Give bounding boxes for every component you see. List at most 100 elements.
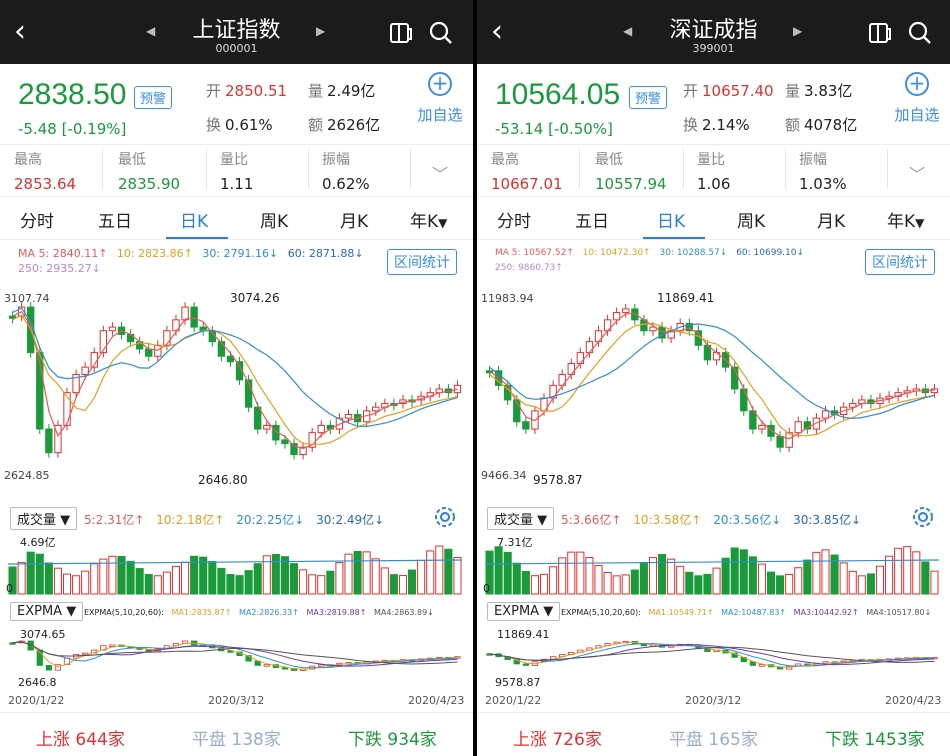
kline-top-label: 11983.94 (481, 292, 534, 305)
turnover-value: 换 0.61% (206, 116, 273, 134)
candle (344, 413, 353, 419)
stock-code: 399001 (692, 42, 735, 55)
volume-bar (344, 553, 353, 595)
volume-bar (371, 558, 380, 595)
kline-chart[interactable]: 3107.74 2624.85 3074.26 2646.80 (0, 284, 473, 494)
candle (181, 306, 189, 321)
candle (254, 406, 262, 430)
candle (172, 319, 180, 332)
candle (217, 341, 226, 357)
candle (612, 312, 621, 321)
gear-icon[interactable] (433, 505, 457, 529)
tab-yearly-k[interactable]: 年K▼ (410, 212, 448, 232)
tab-weekly-k[interactable]: 周K (737, 212, 766, 232)
ma-line (12, 314, 458, 445)
alert-button[interactable]: 预警 (629, 86, 668, 109)
volume-value: 量 2.49亿 (308, 82, 376, 100)
tab-daily-k[interactable]: 日K (180, 212, 209, 232)
period-tabs: 分时 五日 日K 周K 月K 年K▼ (0, 196, 473, 240)
active-tab-indicator (166, 237, 228, 239)
range-stats-button[interactable]: 区间统计 (387, 249, 457, 275)
range-stats-button[interactable]: 区间统计 (865, 249, 935, 275)
volume-bar (794, 567, 803, 595)
volume-bar (235, 575, 244, 595)
add-watchlist-button[interactable]: + 加自选 (894, 71, 940, 124)
volume-bar (839, 562, 848, 595)
volume-bar (280, 556, 289, 595)
tab-five-day[interactable]: 五日 (575, 212, 609, 232)
alert-button[interactable]: 预警 (134, 86, 173, 109)
volume-bar (126, 560, 135, 595)
volume-bar (81, 570, 90, 595)
tab-monthly-k[interactable]: 月K (817, 212, 846, 232)
candle (99, 330, 108, 354)
candle (8, 315, 17, 319)
candle (622, 308, 630, 314)
back-icon[interactable]: ‹ (491, 14, 503, 49)
volume-chart[interactable]: 4.69亿 0 (0, 534, 473, 596)
add-watchlist-button[interactable]: + 加自选 (417, 71, 463, 124)
tab-daily-k[interactable]: 日K (657, 212, 686, 232)
candle (163, 330, 171, 346)
search-icon[interactable] (907, 20, 933, 46)
volume-bar (217, 567, 226, 595)
stats-row: 最高 10667.01 最低 10557.94 量比 1.06 振幅 1.03% ﹀ (477, 144, 950, 196)
kline-bottom-label: 2624.85 (4, 469, 50, 482)
candle (740, 388, 748, 412)
candle (36, 352, 44, 430)
gear-icon[interactable] (911, 505, 935, 529)
volume-bar (53, 567, 62, 595)
compare-icon[interactable] (867, 20, 893, 46)
expma-chart[interactable]: 11869.41 9578.87 (477, 626, 950, 694)
volume-bar (821, 549, 830, 595)
candle (731, 366, 739, 390)
chevron-down-icon[interactable]: ﹀ (432, 165, 449, 184)
candle (81, 366, 89, 375)
compare-icon[interactable] (388, 20, 414, 46)
volume-bar (639, 561, 648, 595)
volume-max-label: 4.69亿 (20, 536, 56, 549)
kline-peak-label: 11869.41 (657, 291, 714, 305)
expma-chart[interactable]: 3074.65 2646.8 (0, 626, 473, 694)
chevron-down-icon[interactable]: ﹀ (909, 165, 926, 184)
volume-bar (181, 561, 190, 595)
candle (63, 392, 71, 426)
volume-bar (90, 563, 99, 595)
tab-weekly-k[interactable]: 周K (260, 212, 289, 232)
prev-icon[interactable]: ◀ (146, 24, 156, 38)
volume-bar (485, 550, 494, 595)
volume-bar (930, 570, 939, 595)
tab-yearly-k[interactable]: 年K▼ (887, 212, 925, 232)
volume-bar (612, 575, 621, 595)
volume-chart[interactable]: 7.31亿 0 (477, 534, 950, 596)
tab-monthly-k[interactable]: 月K (340, 212, 369, 232)
volume-bar (585, 557, 594, 595)
kline-chart[interactable]: 11983.94 9466.34 11869.41 9578.87 (477, 284, 950, 494)
next-icon[interactable]: ▶ (793, 24, 803, 38)
volume-bar (362, 551, 371, 595)
prev-icon[interactable]: ◀ (623, 24, 633, 38)
volume-bar (530, 575, 539, 595)
decliners: 下跌 1453家 (825, 730, 925, 750)
period-tabs: 分时 五日 日K 周K 月K 年K▼ (477, 196, 950, 240)
expma-selector[interactable]: EXPMA ▼ (10, 602, 84, 621)
header-bar: ‹ ◀ 深证成指 399001 ▶ (477, 0, 950, 64)
tab-intraday[interactable]: 分时 (497, 212, 531, 232)
volume-selector[interactable]: 成交量 ▼ (10, 507, 78, 530)
ma-line (489, 323, 935, 420)
search-icon[interactable] (428, 20, 454, 46)
volume-bar (903, 546, 912, 595)
volume-bar (44, 562, 53, 595)
candle (317, 424, 325, 434)
volume-bar (435, 545, 444, 595)
volume-selector[interactable]: 成交量 ▼ (487, 507, 555, 530)
expma-selector[interactable]: EXPMA ▼ (487, 602, 561, 621)
page-title: 上证指数 (192, 18, 281, 43)
tab-intraday[interactable]: 分时 (20, 212, 54, 232)
tab-five-day[interactable]: 五日 (98, 212, 132, 232)
next-icon[interactable]: ▶ (316, 24, 326, 38)
candle (758, 424, 766, 430)
candle (776, 435, 784, 448)
back-icon[interactable]: ‹ (14, 14, 26, 49)
